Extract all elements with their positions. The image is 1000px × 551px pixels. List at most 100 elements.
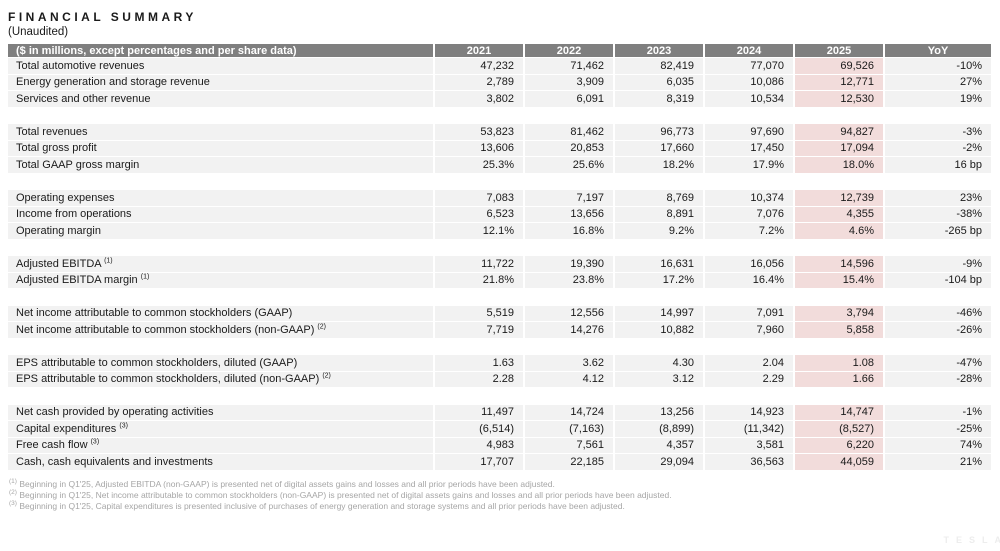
value-cell-2023: 16,631 <box>615 256 705 273</box>
row-label: Adjusted EBITDA margin (1) <box>8 272 435 289</box>
section-gap <box>8 173 991 190</box>
table-row: Total GAAP gross margin 25.3% 25.6% 18.2% 17… <box>8 157 991 174</box>
footnote-ref: (1) <box>9 477 17 485</box>
row-label: Total gross profit <box>8 140 435 157</box>
value-cell-2024: 7,091 <box>705 305 795 322</box>
table-row: Adjusted EBITDA margin (1) 21.8% 23.8% 17.2… <box>8 272 991 289</box>
table-header: ($ in millions, except percentages and p… <box>8 44 991 58</box>
section-gap <box>8 338 991 355</box>
yoy-cell: -9% <box>885 256 991 273</box>
table-row: Operating expenses 7,083 7,197 8,769 10,374 1… <box>8 190 991 207</box>
table-row: Cash, cash equivalents and investments 17… <box>8 454 991 471</box>
value-cell-2024: 7,076 <box>705 206 795 223</box>
page-subtitle: (Unaudited) <box>8 26 69 38</box>
table-header-year-2024: 2024 <box>705 44 795 58</box>
footnote-ref: (1) <box>140 273 150 281</box>
footnote: (3) Beginning in Q1'25, Capital expendit… <box>9 499 625 511</box>
table-row: Services and other revenue 3,802 6,091 8,31… <box>8 91 991 108</box>
value-cell-2022: 22,185 <box>525 454 615 471</box>
value-cell-2023: 4.30 <box>615 355 705 372</box>
value-cell-2021: 7,083 <box>435 190 525 207</box>
value-cell-2024: 14,923 <box>705 404 795 421</box>
value-cell-2021: 4,983 <box>435 437 525 454</box>
section-gap-cell <box>8 173 991 190</box>
table-header-year-2022: 2022 <box>525 44 615 58</box>
row-label: Total revenues <box>8 124 435 141</box>
value-cell-2021: 17,707 <box>435 454 525 471</box>
value-cell-2021: 3,802 <box>435 91 525 108</box>
value-cell-2025: 12,771 <box>795 74 885 91</box>
value-cell-2023: 3.12 <box>615 371 705 388</box>
table-row: Adjusted EBITDA (1) 11,722 19,390 16,631 16,… <box>8 256 991 273</box>
table-row: Operating margin 12.1% 16.8% 9.2% 7.2% 4.6% -2… <box>8 223 991 240</box>
value-cell-2025: 14,747 <box>795 404 885 421</box>
table-header-yoy: YoY <box>885 44 991 58</box>
yoy-cell: 27% <box>885 74 991 91</box>
value-cell-2025: 12,739 <box>795 190 885 207</box>
value-cell-2023: (8,899) <box>615 421 705 438</box>
value-cell-2022: 71,462 <box>525 58 615 75</box>
yoy-cell: -28% <box>885 371 991 388</box>
footnote-ref: (2) <box>322 372 331 380</box>
row-label: Services and other revenue <box>8 91 435 108</box>
row-label: Total automotive revenues <box>8 58 435 75</box>
table-row: Total automotive revenues 47,232 71,462 82,… <box>8 58 991 75</box>
table-row: EPS attributable to common stockholders,… <box>8 371 991 388</box>
row-label: Cash, cash equivalents and investments <box>8 454 435 471</box>
value-cell-2021: 5,519 <box>435 305 525 322</box>
footnote: (1) Beginning in Q1'25, Adjusted EBITDA … <box>9 477 555 489</box>
value-cell-2022: 25.6% <box>525 157 615 174</box>
value-cell-2021: 25.3% <box>435 157 525 174</box>
row-label: EPS attributable to common stockholders,… <box>8 355 435 372</box>
value-cell-2021: 1.63 <box>435 355 525 372</box>
table-header-year-2023: 2023 <box>615 44 705 58</box>
page-title: FINANCIAL SUMMARY <box>8 10 197 24</box>
value-cell-2025: (8,527) <box>795 421 885 438</box>
value-cell-2024: 36,563 <box>705 454 795 471</box>
yoy-cell: -38% <box>885 206 991 223</box>
value-cell-2025: 12,530 <box>795 91 885 108</box>
value-cell-2025: 4.6% <box>795 223 885 240</box>
value-cell-2024: 17,450 <box>705 140 795 157</box>
value-cell-2021: 11,497 <box>435 404 525 421</box>
value-cell-2021: 53,823 <box>435 124 525 141</box>
value-cell-2022: 12,556 <box>525 305 615 322</box>
row-label: Income from operations <box>8 206 435 223</box>
section-gap <box>8 388 991 405</box>
footnote-ref: (2) <box>9 488 17 496</box>
value-cell-2024: (11,342) <box>705 421 795 438</box>
table-body: Total automotive revenues 47,232 71,462 82,… <box>8 58 991 471</box>
yoy-cell: -3% <box>885 124 991 141</box>
value-cell-2023: 4,357 <box>615 437 705 454</box>
value-cell-2023: 82,419 <box>615 58 705 75</box>
yoy-cell: -47% <box>885 355 991 372</box>
table-row: Capital expenditures (3) (6,514) (7,163) (8… <box>8 421 991 438</box>
row-label: Net income attributable to common stockh… <box>8 305 435 322</box>
row-label: Adjusted EBITDA (1) <box>8 256 435 273</box>
section-gap-cell <box>8 239 991 256</box>
value-cell-2023: 14,997 <box>615 305 705 322</box>
yoy-cell: -25% <box>885 421 991 438</box>
value-cell-2021: 47,232 <box>435 58 525 75</box>
value-cell-2022: 7,197 <box>525 190 615 207</box>
section-gap-cell <box>8 289 991 306</box>
section-gap <box>8 289 991 306</box>
financial-summary-table: ($ in millions, except percentages and p… <box>8 44 991 471</box>
value-cell-2022: (7,163) <box>525 421 615 438</box>
value-cell-2025: 18.0% <box>795 157 885 174</box>
value-cell-2025: 15.4% <box>795 272 885 289</box>
footnote-ref: (3) <box>90 438 100 446</box>
value-cell-2023: 8,319 <box>615 91 705 108</box>
value-cell-2024: 7.2% <box>705 223 795 240</box>
value-cell-2021: 21.8% <box>435 272 525 289</box>
value-cell-2021: 2,789 <box>435 74 525 91</box>
value-cell-2025: 1.08 <box>795 355 885 372</box>
value-cell-2023: 96,773 <box>615 124 705 141</box>
value-cell-2025: 6,220 <box>795 437 885 454</box>
section-gap <box>8 239 991 256</box>
value-cell-2023: 17.2% <box>615 272 705 289</box>
value-cell-2021: 6,523 <box>435 206 525 223</box>
value-cell-2022: 23.8% <box>525 272 615 289</box>
value-cell-2022: 16.8% <box>525 223 615 240</box>
value-cell-2022: 19,390 <box>525 256 615 273</box>
